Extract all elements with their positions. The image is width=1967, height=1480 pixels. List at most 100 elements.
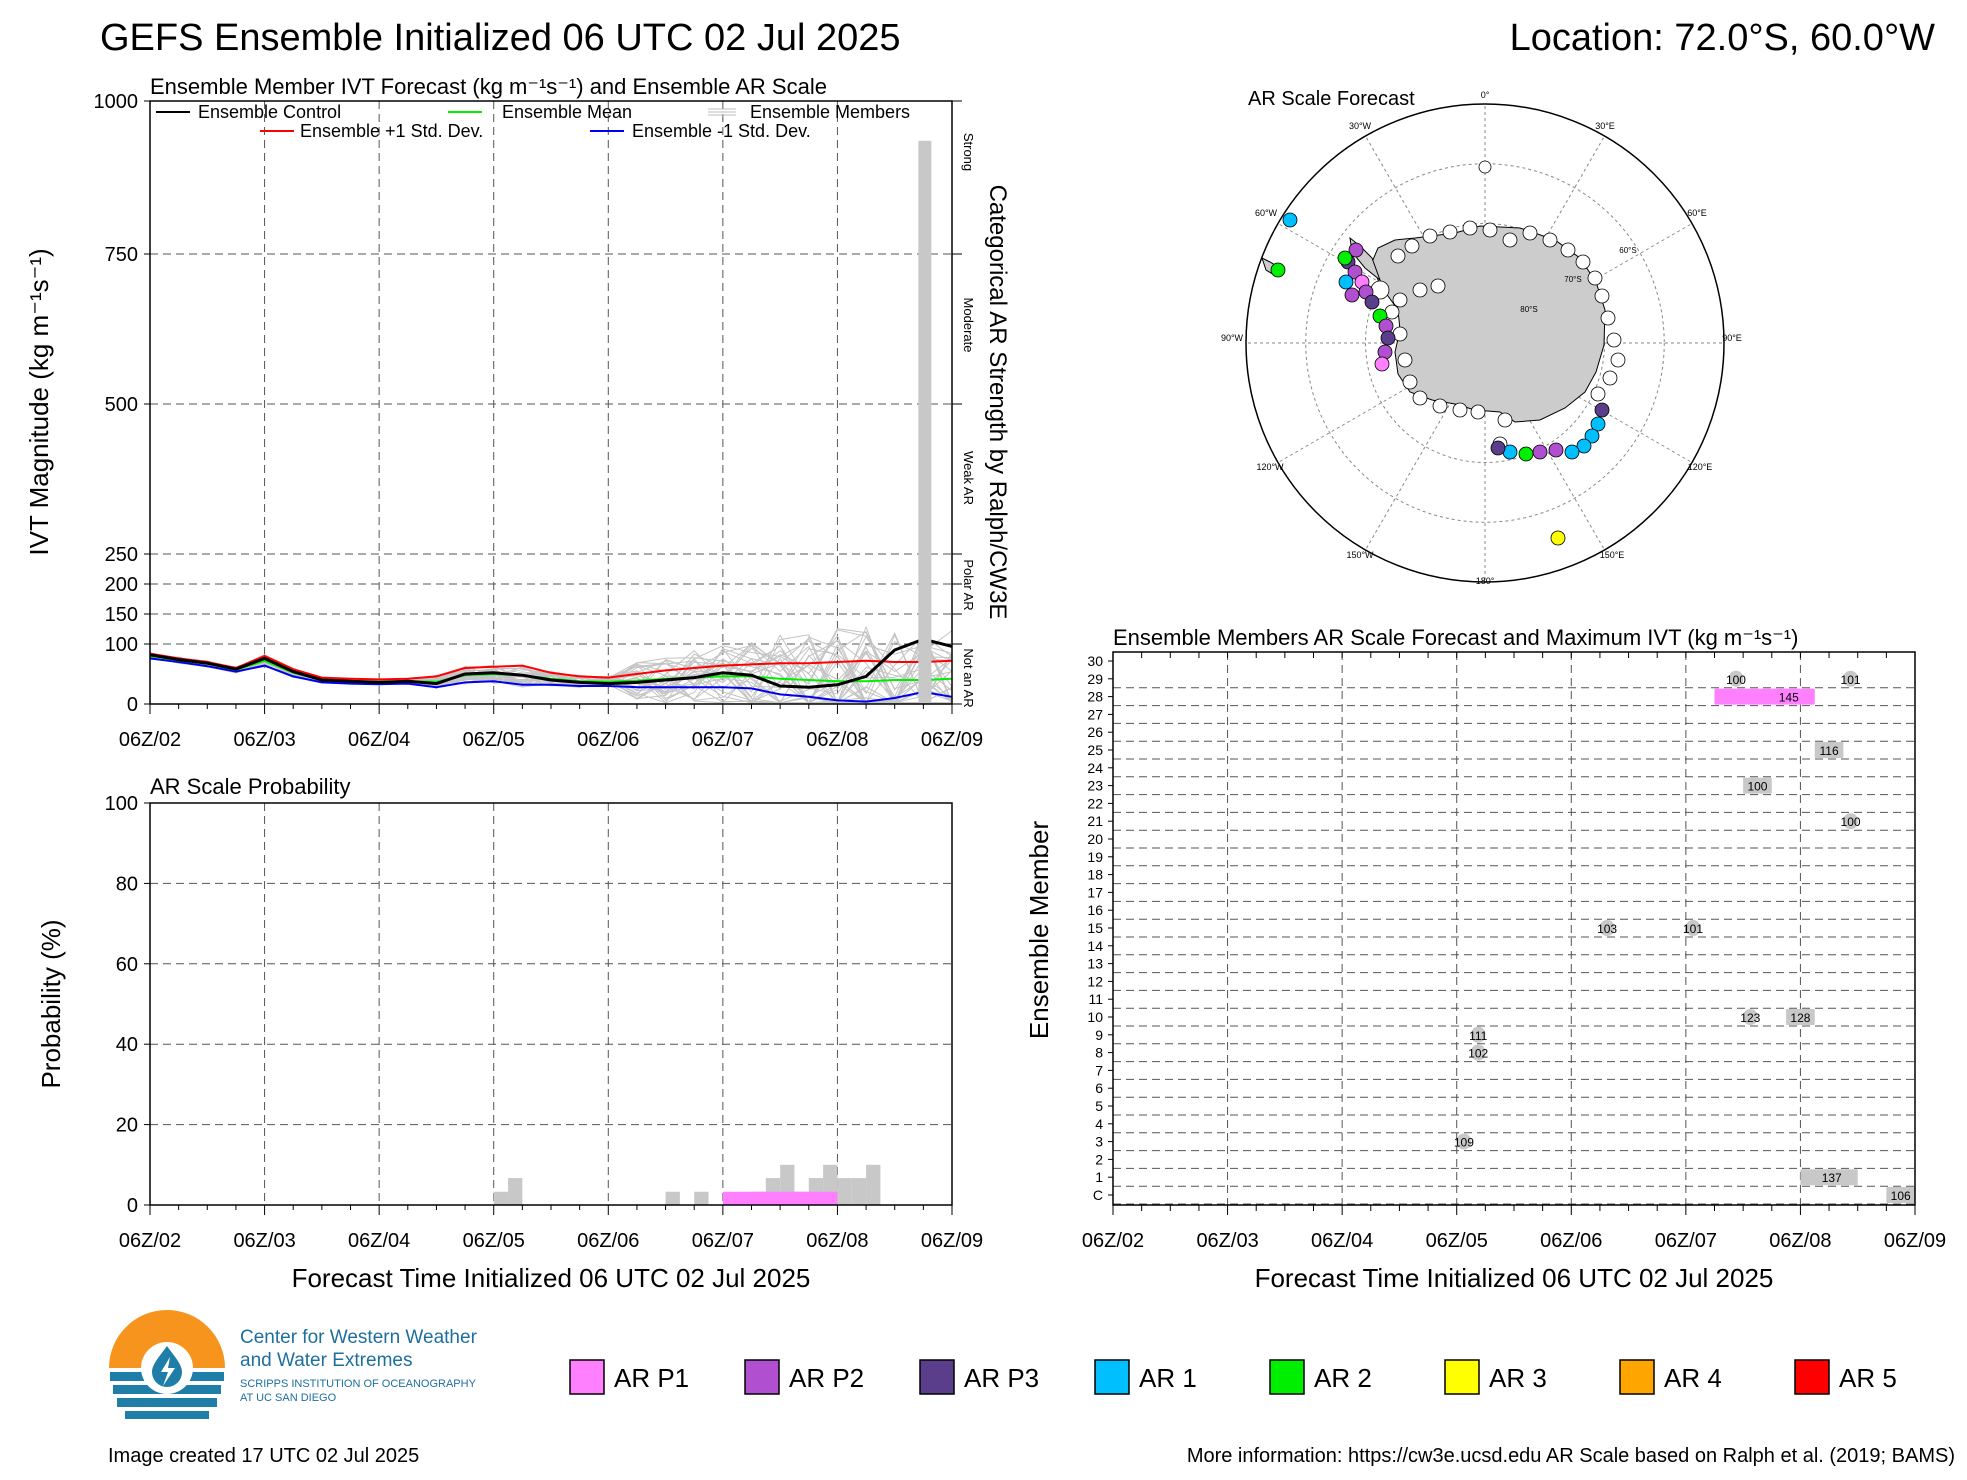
member-event-label: 109 [1454, 1136, 1474, 1150]
member-event-bar [1743, 777, 1772, 794]
map-lat-label: 70°S [1564, 275, 1581, 284]
ivt-series-ensemble-1-std-dev- [149, 657, 953, 703]
member-x-tick-label: 06Z/08 [1769, 1230, 1831, 1252]
member-y-tick-label: 28 [1087, 689, 1103, 705]
category-strong: Strong [961, 133, 976, 171]
prob-bar [508, 1178, 523, 1205]
map-ar-dot [1564, 444, 1580, 460]
ar-legend-label: AR 4 [1664, 1363, 1722, 1393]
footer-info: More information: https://cw3e.ucsd.edu … [1187, 1445, 1955, 1467]
ivt-y-tick-label: 500 [105, 394, 138, 416]
map-ar-dot [1550, 530, 1566, 546]
prob-panel-title: AR Scale Probability [150, 774, 351, 799]
member-event-bar [1728, 670, 1744, 687]
ivt-series-lines [149, 637, 953, 703]
map-ar-dot [1610, 352, 1626, 368]
prob-grid [150, 803, 952, 1205]
category-weak: Weak AR [961, 451, 976, 505]
prob-bar [694, 1191, 709, 1205]
member-event-bar [1714, 688, 1815, 705]
map-ar-dot [1348, 242, 1364, 258]
member-y-tick-label: 7 [1095, 1062, 1103, 1078]
map-base [1245, 103, 1725, 583]
member-event-bar [1786, 1009, 1815, 1025]
map-ar-dot [1452, 402, 1468, 418]
prob-bar [837, 1178, 852, 1205]
map-ar-dot [1590, 416, 1606, 432]
member-event-label: 137 [1822, 1171, 1842, 1185]
map-lon-label: 90°E [1722, 333, 1742, 343]
map-ar-dot [1587, 270, 1603, 286]
member-y-tick-label: 27 [1087, 706, 1103, 722]
member-y-tick-label: 21 [1087, 813, 1103, 829]
member-panel: Ensemble Members AR Scale Forecast and M… [1024, 625, 1946, 1293]
legend-members-swatch [708, 108, 736, 116]
member-event-bar [1456, 1133, 1472, 1150]
map-ar-dot [1594, 402, 1610, 418]
category-polar: Polar AR [961, 559, 976, 610]
map-lon-label: 180° [1476, 576, 1495, 586]
member-y-tick-label: 25 [1087, 742, 1103, 758]
member-grid [1113, 652, 1915, 1205]
map-dots [1270, 160, 1626, 546]
ivt-y-axis-label: IVT Magnitude (kg m⁻¹s⁻¹) [24, 248, 54, 555]
member-y-tick-label: 22 [1087, 795, 1103, 811]
member-event-bar [1471, 1026, 1486, 1043]
map-ar-dot [1490, 440, 1506, 456]
ar-legend-label: AR P2 [789, 1363, 864, 1393]
ivt-x-tick-label: 06Z/07 [692, 729, 754, 751]
map-ar-dot [1548, 442, 1564, 458]
ivt-x-tick-label: 06Z/02 [119, 729, 181, 751]
member-plot-frame [1112, 651, 1916, 1206]
legend-members-label: Ensemble Members [750, 102, 910, 122]
member-y-tick-label: 1 [1095, 1169, 1103, 1185]
prob-x-tick-label: 06Z/06 [577, 1230, 639, 1252]
map-ar-dot [1518, 446, 1534, 462]
map-ar-dot [1374, 356, 1390, 372]
prob-x-tick-label: 06Z/04 [348, 1230, 410, 1252]
member-y-tick-label: 23 [1087, 778, 1103, 794]
member-event-label: 106 [1891, 1189, 1911, 1203]
ar-scale-legend: AR P1 AR P2 AR P3 AR 1 AR 2 AR 3 AR 4 AR 5 [569, 1359, 1897, 1395]
map-ar-dot [1404, 238, 1420, 254]
ar-legend-label: AR 1 [1139, 1363, 1197, 1393]
map-ar-dot [1470, 404, 1486, 420]
ar-legend-label: AR P3 [964, 1363, 1039, 1393]
prob-x-tick-label: 06Z/05 [463, 1230, 525, 1252]
map-ar-dot [1397, 352, 1413, 368]
member-event-label: 100 [1747, 780, 1767, 794]
map-ar-dot [1590, 386, 1606, 402]
map-ar-dot [1344, 287, 1360, 303]
member-event-bar [1843, 670, 1858, 687]
legend-control-label: Ensemble Control [198, 102, 341, 122]
map-ar-dot [1337, 250, 1353, 266]
member-event-label: 111 [1469, 1029, 1488, 1043]
legend-minus-std-label: Ensemble -1 Std. Dev. [632, 121, 811, 141]
member-x-axis-label: Forecast Time Initialized 06 UTC 02 Jul … [1255, 1263, 1774, 1293]
member-event-bar [1843, 813, 1858, 830]
ivt-legend: Ensemble Control Ensemble Mean Ensemble … [156, 102, 910, 141]
member-event-bar [1471, 1044, 1486, 1061]
map-ar-dot [1430, 278, 1446, 294]
map-ar-dot [1522, 225, 1538, 241]
member-event-bar [1685, 920, 1701, 936]
member-events: 100 101 145 116 100 100 103 101 123 128 111 102 109 1… [1454, 670, 1915, 1203]
ivt-y-tick-label: 750 [105, 244, 138, 266]
map-ar-dot [1478, 160, 1492, 174]
map-lon-label: 30°W [1349, 121, 1372, 131]
map-meridian [1277, 342, 1486, 463]
ivt-y-tick-label: 0 [127, 694, 138, 716]
ivt-grid [150, 101, 952, 704]
member-event-label: 101 [1683, 922, 1703, 936]
map-ar-dot [1584, 428, 1600, 444]
map-meridian [1484, 342, 1605, 551]
prob-y-axis-label: Probability (%) [36, 919, 66, 1088]
map-lon-label: 90°W [1221, 333, 1244, 343]
ar-legend-label: AR 3 [1489, 1363, 1547, 1393]
prob-x-axis-label: Forecast Time Initialized 06 UTC 02 Jul … [292, 1263, 811, 1293]
prob-y-tick-label: 40 [116, 1034, 138, 1056]
map-ar-dot [1412, 390, 1428, 406]
member-y-tick-label: 2 [1095, 1151, 1103, 1167]
ar-legend-swatch [1094, 1359, 1130, 1395]
member-y-axis-label: Ensemble Member [1024, 821, 1054, 1040]
